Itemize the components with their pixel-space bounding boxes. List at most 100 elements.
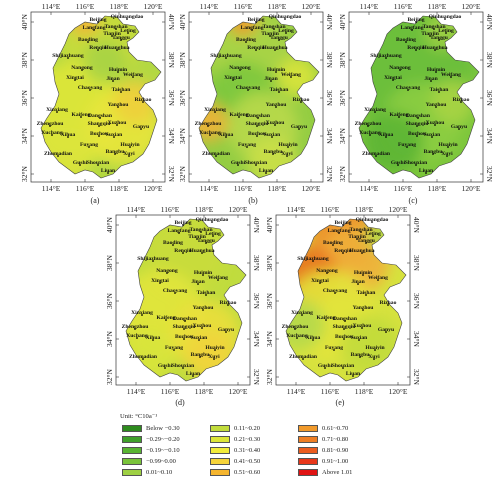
map-svg: 114°E 114°E 116°E 116°E 118°E 118°E 120°E 120°E… (105, 205, 261, 396)
city-label: Renqiu (174, 248, 191, 254)
city-label: Liuan (259, 168, 274, 174)
panel-caption-e: (e) (335, 398, 345, 407)
legend-label: 0.11~0.20 (234, 425, 261, 432)
city-marker (296, 337, 298, 339)
city-marker (56, 111, 58, 113)
city-marker (286, 155, 288, 157)
city-marker (112, 80, 114, 82)
legend-item: 0.51~0.60 (210, 468, 260, 477)
city-marker (387, 304, 389, 306)
city-label: Ganyu (378, 327, 394, 333)
lat-tick-right: 32°N (412, 369, 421, 385)
city-label: Shangqiu (88, 121, 111, 127)
city-marker (278, 39, 280, 41)
lon-tick-bottom: 116°E (321, 387, 340, 396)
city-marker (406, 146, 408, 148)
city-label: Jinan (424, 76, 438, 82)
city-marker (246, 146, 248, 148)
city-label: Chaoyang (396, 85, 420, 91)
legend-label: Below −0.30 (146, 425, 180, 432)
city-label: Shangqiu (333, 324, 356, 330)
city-marker (97, 49, 99, 51)
city-marker (202, 309, 204, 311)
map-svg: 114°E 114°E 116°E 116°E 118°E 118°E 120°E 120°E… (338, 2, 494, 193)
lat-tick-left: 34°N (105, 330, 114, 346)
city-label: Beijing (407, 17, 424, 23)
city-label: Huaiyin (205, 345, 225, 351)
city-label: Tanggu (197, 238, 215, 244)
city-label: Xuzhou (193, 323, 212, 329)
city-label: Ganyu (133, 124, 149, 130)
lon-tick-top: 118°E (110, 2, 129, 11)
city-marker (255, 164, 257, 166)
city-marker (192, 375, 194, 377)
city-marker (182, 367, 184, 369)
legend-item: 0.91~1.00 (298, 457, 348, 466)
city-label: Suxian (106, 132, 123, 138)
lon-tick-top: 116°E (234, 2, 253, 11)
city-label: Renqiu (334, 248, 351, 254)
lat-tick-left: 40°N (265, 216, 274, 232)
city-label: Shouxian (405, 160, 428, 166)
city-marker (334, 292, 336, 294)
city-label: Yanzhou (266, 102, 287, 108)
city-label: Qinhuangdao (111, 14, 144, 20)
lon-tick-top: 114°E (127, 205, 146, 214)
city-label: Dangshan (88, 113, 113, 119)
city-label: Kaifeng (230, 112, 249, 118)
legend-swatch (298, 425, 318, 432)
city-label: Shangqiu (246, 121, 269, 127)
city-marker (460, 101, 462, 103)
lon-tick-bottom: 118°E (110, 184, 129, 193)
city-marker (447, 146, 449, 148)
city-marker (416, 135, 418, 137)
city-label: Xuyi (441, 151, 453, 157)
city-marker (358, 339, 360, 341)
region-boundary (40, 15, 162, 179)
city-marker (172, 244, 174, 246)
city-label: Xinxiang (131, 310, 153, 316)
lon-tick-bottom: 120°E (302, 184, 321, 193)
city-marker (114, 153, 116, 155)
legend-label: 0.01~0.10 (146, 469, 173, 476)
city-label: Xinxiang (46, 107, 68, 113)
city-label: Liuan (346, 371, 361, 377)
city-marker (429, 35, 431, 37)
city-marker (319, 282, 321, 284)
city-marker (116, 124, 118, 126)
city-label: Baoding (396, 37, 416, 43)
city-marker (362, 309, 364, 311)
city-label: Shijiazhuang (370, 53, 402, 59)
city-label: Taishan (357, 290, 377, 296)
city-marker (362, 274, 364, 276)
city-label: Langfang (167, 228, 190, 234)
city-label: Shijiazhuang (297, 256, 329, 262)
lat-tick-left: 40°N (20, 13, 29, 29)
city-marker (227, 304, 229, 306)
city-marker (166, 272, 168, 274)
city-label: Xuyi (281, 151, 293, 157)
city-marker (357, 283, 359, 285)
city-label: Zhengzhou (355, 121, 382, 127)
lat-tick-left: 32°N (265, 368, 274, 384)
city-label: Jinan (106, 76, 120, 82)
city-label: Huaiyin (120, 142, 140, 148)
lat-tick-left: 36°N (265, 292, 274, 308)
city-marker (417, 117, 419, 119)
city-marker (273, 28, 275, 30)
lon-tick-top: 120°E (389, 205, 408, 214)
city-label: Nangong (71, 65, 93, 71)
city-marker (332, 244, 334, 246)
city-marker (107, 172, 109, 174)
legend-label: 0.31~0.40 (234, 447, 261, 454)
city-label: Bozhou (408, 131, 426, 137)
city-label: Xingtai (224, 75, 242, 81)
lon-tick-top: 114°E (287, 205, 306, 214)
lon-tick-bottom: 120°E (229, 387, 248, 396)
city-marker (300, 101, 302, 103)
city-label: Huimin (194, 270, 213, 276)
city-marker (211, 221, 213, 223)
lat-tick-left: 38°N (105, 254, 114, 270)
lon-tick-bottom: 114°E (360, 184, 379, 193)
city-label: Xinxiang (204, 107, 226, 113)
